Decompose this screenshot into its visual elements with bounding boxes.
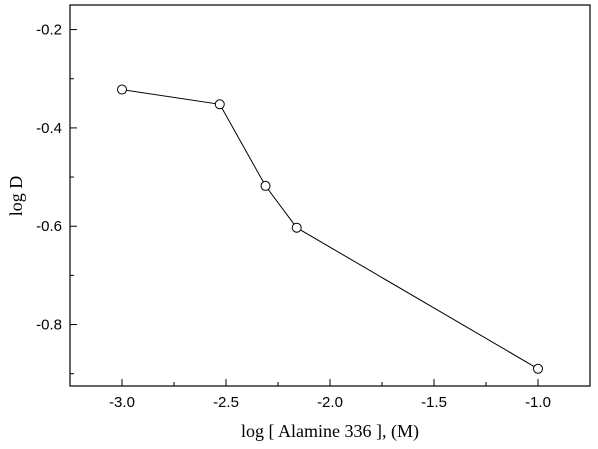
y-tick-label: -0.2 bbox=[36, 22, 62, 39]
data-point-marker bbox=[117, 84, 127, 95]
y-tick-label: -0.8 bbox=[36, 317, 62, 334]
y-tick-label: -0.6 bbox=[36, 218, 62, 235]
data-point-marker bbox=[291, 222, 302, 233]
data-series bbox=[117, 84, 543, 374]
y-tick-label: -0.4 bbox=[36, 120, 62, 137]
x-tick-label: -1.5 bbox=[421, 394, 447, 411]
data-point-marker bbox=[533, 363, 543, 374]
data-point-marker bbox=[214, 99, 225, 110]
data-point-marker bbox=[260, 180, 271, 191]
y-axis-title: log D bbox=[6, 176, 26, 217]
x-axis-ticks: -3.0 -2.5 -2.0 -1.5 -1.0 bbox=[69, 379, 591, 411]
x-tick-label: -2.5 bbox=[213, 394, 239, 411]
y-axis-ticks: -0.8 -0.6 -0.4 -0.2 bbox=[36, 22, 77, 375]
series-line bbox=[121, 89, 539, 370]
x-tick-label: -2.0 bbox=[317, 394, 343, 411]
x-tick-label: -3.0 bbox=[109, 394, 135, 411]
plot-frame bbox=[69, 4, 591, 387]
x-axis-title: log [ Alamine 336 ], (M) bbox=[241, 421, 419, 442]
x-tick-label: -1.0 bbox=[525, 394, 551, 411]
